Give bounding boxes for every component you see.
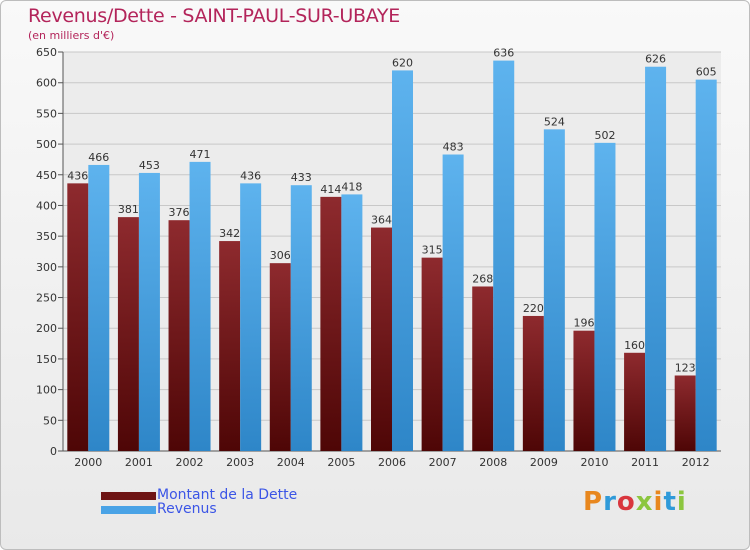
x-tick-label: 2003 [226, 456, 254, 469]
value-label-dette: 196 [573, 317, 594, 330]
bar-dette [168, 220, 190, 451]
x-tick-label: 2012 [682, 456, 710, 469]
value-label-dette: 436 [67, 169, 88, 182]
x-tick-label: 2007 [429, 456, 457, 469]
bar-dette [522, 315, 544, 451]
bar-dette [421, 257, 443, 451]
value-label-dette: 220 [523, 302, 544, 315]
value-label-dette: 160 [624, 339, 645, 352]
bar-dette [67, 183, 89, 451]
bar-dette [269, 263, 291, 451]
chart-subtitle: (en milliers d'€) [28, 29, 115, 42]
value-label-revenus: 626 [645, 53, 666, 66]
y-tick-label: 650 [36, 46, 57, 59]
value-label-revenus: 483 [443, 141, 464, 154]
x-tick-label: 2010 [580, 456, 608, 469]
y-tick-label: 0 [50, 445, 57, 458]
value-label-dette: 315 [422, 244, 443, 257]
proxiti-logo: Proxiti [583, 487, 687, 517]
bar-dette [624, 352, 646, 451]
bar-revenus [493, 60, 515, 452]
logo-letter: P [583, 487, 604, 517]
bar-revenus [138, 172, 160, 452]
x-tick-label: 2011 [631, 456, 659, 469]
bar-dette [117, 217, 139, 451]
y-tick-label: 300 [36, 261, 57, 274]
x-tick-label: 2000 [74, 456, 102, 469]
value-label-dette: 306 [270, 249, 291, 262]
logo-letter: x [635, 487, 654, 517]
value-label-revenus: 453 [139, 159, 160, 172]
bar-dette [472, 286, 494, 451]
x-tick-label: 2005 [327, 456, 355, 469]
value-label-revenus: 620 [392, 56, 413, 69]
value-label-revenus: 471 [190, 148, 211, 161]
x-tick-label: 2008 [479, 456, 507, 469]
value-label-dette: 381 [118, 203, 139, 216]
x-tick-label: 2009 [530, 456, 558, 469]
y-tick-label: 150 [36, 353, 57, 366]
value-label-revenus: 636 [493, 47, 514, 60]
bar-revenus [442, 154, 464, 451]
value-label-revenus: 418 [341, 180, 362, 193]
y-tick-label: 250 [36, 292, 57, 305]
y-tick-label: 350 [36, 230, 57, 243]
bar-revenus [594, 142, 616, 451]
x-tick-label: 2002 [176, 456, 204, 469]
y-tick-label: 50 [43, 414, 57, 427]
logo-letter: i [676, 487, 687, 517]
value-label-revenus: 466 [88, 151, 109, 164]
bar-dette [674, 375, 696, 451]
y-tick-label: 500 [36, 138, 57, 151]
value-label-dette: 364 [371, 214, 392, 227]
value-label-dette: 342 [219, 227, 240, 240]
value-label-dette: 376 [169, 206, 190, 219]
y-tick-label: 400 [36, 199, 57, 212]
x-tick-label: 2001 [125, 456, 153, 469]
x-tick-label: 2006 [378, 456, 406, 469]
bar-dette [219, 241, 241, 451]
logo-letter: o [616, 487, 636, 517]
y-tick-label: 100 [36, 384, 57, 397]
bar-revenus [392, 70, 413, 452]
value-label-dette: 414 [320, 183, 341, 196]
logo-letter: r [603, 487, 617, 517]
bar-dette [371, 227, 392, 451]
y-tick-label: 600 [36, 77, 57, 90]
value-label-revenus: 605 [696, 66, 717, 79]
value-label-revenus: 436 [240, 169, 261, 182]
legend-label-dette: Montant de la Dette [157, 487, 298, 503]
bar-revenus [695, 79, 717, 451]
y-tick-label: 200 [36, 322, 57, 335]
value-label-dette: 123 [675, 361, 696, 374]
bar-dette [320, 196, 342, 451]
legend-label-revenus: Revenus [157, 501, 217, 517]
bar-dette [573, 330, 595, 451]
bar-revenus [290, 185, 312, 451]
value-label-revenus: 433 [291, 171, 312, 184]
y-tick-label: 450 [36, 169, 57, 182]
legend-swatch-revenus [101, 506, 156, 514]
bar-revenus [88, 164, 110, 451]
value-label-revenus: 502 [594, 129, 615, 142]
logo-letter: i [653, 487, 664, 517]
value-label-dette: 268 [472, 272, 493, 285]
logo-letter: t [663, 487, 677, 517]
bar-revenus [189, 161, 211, 451]
value-label-revenus: 524 [544, 115, 565, 128]
bar-revenus [543, 129, 565, 452]
bar-revenus [341, 194, 363, 452]
y-tick-label: 550 [36, 107, 57, 120]
bar-revenus [645, 66, 667, 452]
legend-swatch-dette [101, 492, 156, 500]
x-tick-label: 2004 [277, 456, 305, 469]
bar-revenus [240, 183, 262, 451]
chart-title: Revenus/Dette - SAINT-PAUL-SUR-UBAYE [28, 5, 400, 27]
